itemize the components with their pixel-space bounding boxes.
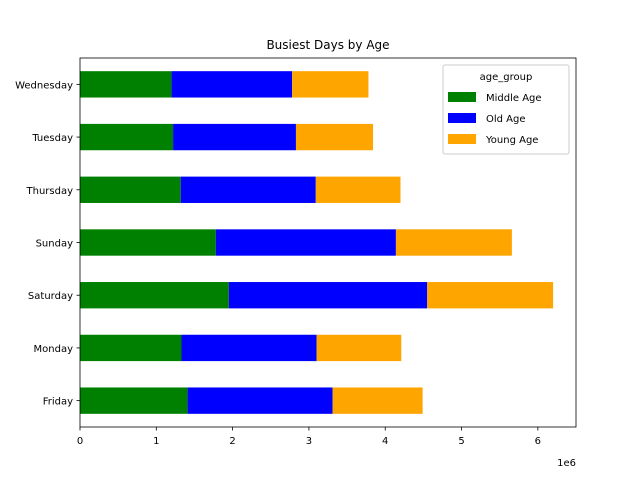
legend-swatch-1 — [448, 113, 476, 123]
x-tick-label: 0 — [77, 436, 83, 447]
y-tick-label-tuesday: Tuesday — [31, 133, 73, 144]
bar-monday-series-1 — [181, 334, 317, 362]
bar-tuesday-series-1 — [173, 123, 296, 151]
bar-friday-series-1 — [187, 387, 333, 414]
bar-sunday-series-1 — [215, 229, 396, 256]
bar-wednesday-series-2 — [292, 71, 369, 98]
chart-title: Busiest Days by Age — [266, 38, 389, 52]
y-tick-label-thursday: Thursday — [26, 186, 74, 197]
x-axis: 0 1 2 3 4 5 6 — [77, 427, 541, 447]
legend-frame — [442, 64, 570, 155]
y-tick-label-friday: Friday — [43, 397, 73, 408]
x-tick-label: 1 — [153, 436, 159, 447]
bar-saturday-series-2 — [427, 282, 554, 309]
bar-saturday-series-1 — [228, 282, 428, 309]
legend-swatch-2 — [448, 134, 476, 144]
bars-layer — [80, 71, 554, 414]
bar-monday-series-0 — [80, 334, 182, 362]
x-axis-offset-label: 1e6 — [557, 458, 576, 469]
legend: age_group Middle Age Old Age Young Age — [442, 64, 570, 155]
bar-thursday-series-0 — [80, 176, 181, 203]
bar-sunday-series-0 — [80, 229, 216, 256]
y-axis: Friday Monday Saturday Sunday Thursday Tuesda… — [15, 80, 80, 408]
bar-tuesday-series-0 — [80, 123, 174, 151]
bar-friday-series-2 — [332, 387, 423, 414]
legend-label-0: Middle Age — [486, 93, 542, 104]
legend-title: age_group — [480, 72, 533, 83]
y-tick-label-saturday: Saturday — [28, 291, 73, 302]
bar-monday-series-2 — [316, 334, 402, 362]
bar-wednesday-series-1 — [171, 71, 293, 98]
bar-wednesday-series-0 — [80, 71, 172, 98]
bar-friday-series-0 — [80, 387, 188, 414]
bar-thursday-series-1 — [180, 176, 316, 203]
x-tick-label: 5 — [458, 436, 464, 447]
x-tick-label: 3 — [306, 436, 312, 447]
bar-sunday-series-2 — [395, 229, 512, 256]
y-tick-label-wednesday: Wednesday — [15, 80, 73, 91]
bar-tuesday-series-2 — [295, 123, 374, 151]
legend-swatch-0 — [448, 92, 476, 102]
y-tick-label-sunday: Sunday — [36, 239, 73, 250]
legend-label-2: Young Age — [485, 135, 538, 146]
bar-saturday-series-0 — [80, 282, 229, 309]
legend-label-1: Old Age — [486, 114, 526, 125]
y-tick-label-monday: Monday — [34, 344, 74, 355]
x-tick-label: 2 — [229, 436, 235, 447]
bar-thursday-series-2 — [315, 176, 401, 203]
x-tick-label: 6 — [535, 436, 541, 447]
x-tick-label: 4 — [382, 436, 388, 447]
